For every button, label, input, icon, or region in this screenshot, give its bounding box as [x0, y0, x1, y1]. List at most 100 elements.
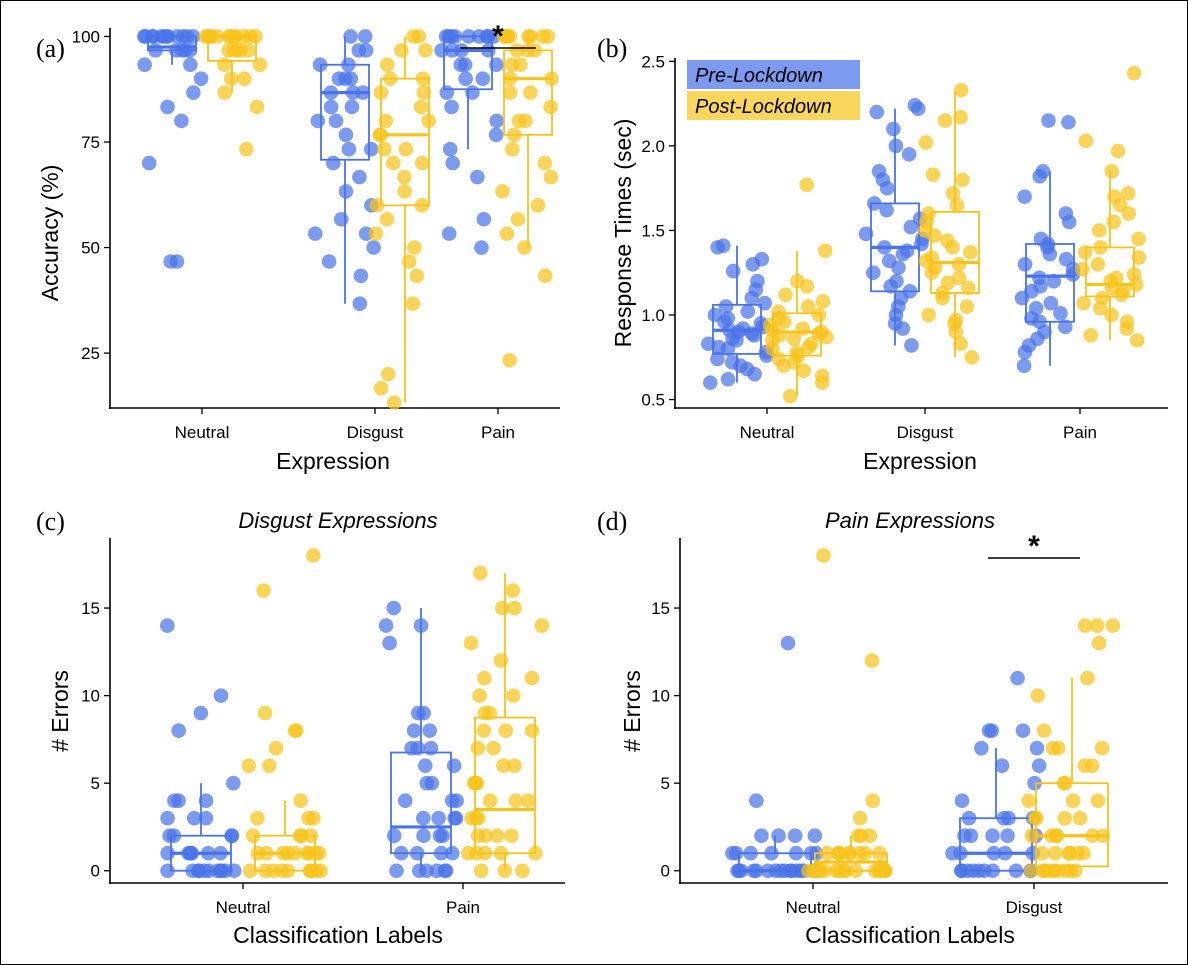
panel-c-pre-point — [406, 723, 422, 738]
panel-b-post-point — [1104, 163, 1120, 179]
panel-a-post-point — [249, 99, 265, 115]
panel-c-pre-point — [186, 810, 202, 826]
panel-c-post-point — [280, 845, 296, 861]
panel-b-pre-point — [725, 263, 741, 279]
panel-a-x-tick-label: Neutral — [175, 423, 230, 442]
panel-b-x-tick-label: Pain — [1063, 423, 1097, 442]
panel-d-post-point — [864, 653, 880, 668]
panel-a-pre-point — [355, 85, 371, 100]
panel-b-post-point — [815, 294, 831, 309]
panel-a-post-point — [543, 169, 559, 185]
panel-b-post-point — [945, 185, 961, 201]
panel-c-pre-point — [160, 810, 175, 826]
panel-d-post-point — [1048, 845, 1063, 861]
panel-d-post-point — [872, 845, 887, 861]
panel-a-pre-point — [434, 43, 449, 58]
panel-a-letter: (a) — [36, 34, 65, 63]
panel-a-post-point — [521, 29, 536, 44]
panel-c-pre-point — [382, 635, 397, 651]
panel-a-pre-point — [474, 240, 489, 255]
panel-c-post-point — [504, 828, 519, 844]
panel-a-post-point — [502, 85, 518, 100]
panel-b-post-point — [948, 324, 964, 340]
panel-c-post-point — [268, 740, 284, 756]
panel-b-pre-point — [858, 226, 874, 242]
panel-c-post-point — [250, 810, 265, 826]
panel-d-pre-point — [984, 723, 1000, 738]
panel-a-pre-point — [163, 254, 178, 269]
panel-b-pre-point — [1043, 295, 1059, 311]
panel-c-y-tick-label: 15 — [81, 599, 100, 618]
panel-a-post-point — [513, 57, 528, 73]
panel-b-post-point — [1110, 143, 1126, 159]
panel-b-post-point — [921, 307, 936, 323]
panel-a-pre-point — [338, 184, 354, 199]
panel-d-post-point — [867, 863, 883, 879]
panel-d-pre-point — [957, 828, 972, 844]
panel-d-title: Pain Expressions — [825, 508, 995, 533]
panel-a-pre-point — [445, 155, 461, 171]
panel-a-post-point — [499, 226, 515, 241]
panel-d-post-point — [1090, 793, 1106, 808]
panel-a-post-point — [252, 57, 268, 73]
panel-c-pre-point — [389, 863, 404, 879]
panel-b-pre-point — [883, 278, 899, 294]
panel-a-post-point — [217, 85, 232, 100]
panel-d-post-point — [1034, 845, 1050, 861]
panel-c-post-point — [256, 583, 271, 598]
panel-a-pre-point — [458, 71, 473, 86]
panel-b-post-point — [796, 363, 811, 379]
panel-b-post-point — [945, 240, 960, 255]
panel-d-y-tick-label: 5 — [661, 774, 670, 793]
panel-d-post-point — [865, 793, 881, 808]
panel-c-pre-point — [413, 618, 429, 633]
panel-a-pre-point — [323, 85, 339, 100]
panel-a-post-point — [373, 85, 389, 100]
panel-b-post-point — [811, 307, 827, 323]
panel-b-pre-point — [869, 104, 885, 120]
panel-a-post-point — [523, 85, 538, 100]
panel-c-pre-point — [445, 845, 460, 861]
panel-b-post-point — [1131, 250, 1147, 265]
panel-d-letter: (d) — [597, 507, 627, 536]
panel-c-pre-point — [193, 705, 209, 721]
panel-c-y-tick-label: 5 — [91, 774, 100, 793]
panel-b-post-point — [799, 278, 815, 294]
panel-d-pre-point — [954, 863, 969, 879]
panel-a-pre-point — [323, 99, 339, 115]
panel-d-post-point — [1030, 688, 1046, 703]
panel-d-post-point — [1057, 810, 1073, 826]
panel-c-pre-point — [378, 618, 394, 633]
panel-d-pre-point — [1015, 723, 1031, 738]
panel-a-post-point — [418, 43, 433, 58]
panel-d: (d) Pain Expressions # Errors Classifica… — [597, 507, 1168, 948]
panel-d-pre-point — [743, 845, 758, 861]
panel-c-post-point — [477, 845, 493, 861]
panel-d-post-point — [1085, 828, 1100, 844]
panel-c-post-point — [293, 793, 308, 808]
panel-b-post-point — [951, 256, 967, 272]
panel-b-pre-point — [702, 375, 718, 390]
panel-c-x-tick-label: Pain — [446, 898, 480, 917]
panel-d-post-point — [812, 863, 828, 879]
panel-b-y-tick-label: 1.0 — [641, 306, 665, 325]
panel-b-post-point — [1120, 185, 1136, 201]
panel-b-pre-point — [904, 338, 919, 353]
panel-a-post-point — [368, 226, 384, 241]
panel-c-pre-point — [409, 845, 425, 861]
panel-a-y-tick-label: 100 — [72, 27, 100, 46]
panel-a-post-point — [414, 198, 430, 213]
panel-c-post-point — [241, 758, 257, 773]
panel-a-pre-point — [461, 29, 476, 44]
panel-b-post-point — [1093, 240, 1108, 255]
panel-c-pre-point — [213, 845, 228, 861]
panel-a-pre-point — [154, 29, 169, 44]
panel-a-pre-point — [475, 71, 491, 86]
panel-d-pre-point — [731, 863, 747, 879]
panel-b-post-point — [795, 321, 811, 336]
panel-d-pre-point — [749, 793, 764, 808]
panel-d-post-point — [1023, 863, 1039, 879]
panel-b-post-point — [1131, 231, 1146, 247]
panel-a-y-tick-label: 50 — [81, 239, 100, 258]
panel-d-post-point — [1077, 758, 1093, 773]
